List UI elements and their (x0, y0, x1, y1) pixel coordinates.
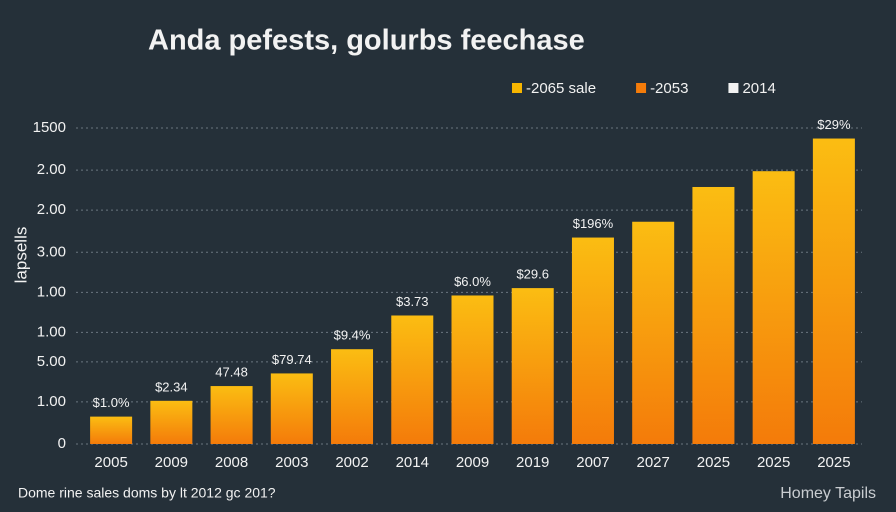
y-tick-label: 2.00 (37, 161, 66, 178)
watermark: Homey Tapils (780, 485, 876, 502)
y-tick-label: 0 (58, 435, 66, 452)
x-tick-label: 2025 (817, 454, 850, 471)
y-tick-label: 1.00 (37, 393, 66, 410)
value-label: $3.73 (396, 294, 429, 309)
value-label: $2.34 (155, 379, 188, 394)
y-tick-label: 1.00 (37, 323, 66, 340)
value-label: $29.6 (516, 267, 549, 282)
value-label: $79.74 (272, 352, 312, 367)
x-tick-label: 2008 (215, 454, 248, 471)
y-axis-label: lapsells (11, 227, 30, 284)
bar (391, 315, 434, 444)
bar (90, 416, 133, 444)
bar (270, 373, 313, 444)
x-tick-label: 2009 (456, 454, 489, 471)
x-tick-label: 2025 (757, 454, 790, 471)
y-tick-label: 2.00 (37, 201, 66, 218)
legend-label: -2065 sale (526, 80, 596, 97)
y-tick-label: 5.00 (37, 353, 66, 370)
x-tick-label: 2007 (576, 454, 609, 471)
value-label: $1.0% (93, 395, 130, 410)
bar (692, 186, 735, 444)
bar (451, 295, 494, 444)
y-tick-label: 3.00 (37, 243, 66, 260)
bar (571, 237, 614, 444)
chart-title: Anda pefests, golurbs feechase (148, 25, 585, 57)
bar (150, 400, 193, 444)
value-label: $6.0% (454, 274, 491, 289)
value-label: $196% (573, 216, 614, 231)
x-tick-label: 2003 (275, 454, 308, 471)
y-tick-label: 1500 (33, 119, 66, 136)
bar (752, 171, 795, 445)
value-label: $9.4% (334, 328, 371, 343)
y-tick-label: 1.00 (37, 283, 66, 300)
footnote: Dome rine sales doms by lt 2012 gc 201? (18, 485, 276, 501)
x-tick-label: 2019 (516, 454, 549, 471)
value-label: 47.48 (215, 365, 248, 380)
legend: -2065 sale -2053 2014 (512, 80, 776, 97)
bar (331, 349, 374, 444)
bar (210, 386, 253, 444)
x-tick-label: 2025 (697, 454, 730, 471)
x-tick-label: 2009 (155, 454, 188, 471)
legend-swatch (636, 83, 647, 93)
x-tick-label: 2002 (335, 454, 368, 471)
legend-swatch (728, 83, 739, 93)
legend-label: -2053 (650, 80, 688, 97)
legend-label: 2014 (742, 80, 775, 97)
legend-swatch (512, 83, 522, 93)
x-tick-label: 2005 (94, 454, 127, 471)
bar (511, 288, 554, 444)
bar (632, 221, 675, 444)
x-tick-label: 2014 (396, 454, 429, 471)
bar (812, 138, 855, 445)
value-label: $29% (817, 117, 851, 132)
x-tick-label: 2027 (637, 454, 670, 471)
